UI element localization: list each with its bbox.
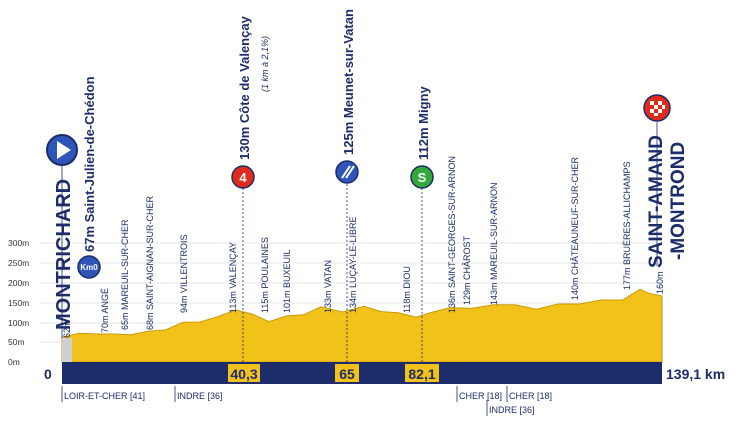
place-label: 129m CHÂROST	[462, 235, 472, 305]
km-start: 0	[44, 366, 52, 382]
start-altitude: 62m	[62, 320, 72, 338]
place-label: 143m MAREUIL-SUR-ARNON	[489, 182, 499, 305]
place-labels: 70m ANGÉ 65m MAREUIL-SUR-CHER 68m SAINT-…	[100, 156, 632, 333]
finish-name-line1: SAINT-AMAND	[646, 135, 667, 268]
place-label: 140m CHÂTEAUNEUF-SUR-CHER	[570, 156, 580, 300]
altitude-tick-250: 250m	[8, 258, 29, 268]
finish-marker: SAINT-AMAND -MONTROND 160m	[643, 94, 689, 294]
altitude-tick-100: 100m	[8, 318, 29, 328]
altitude-tick-200: 200m	[8, 278, 29, 288]
km0-marker: Km0 67m Saint-Julien-de-Chédon	[77, 76, 101, 279]
department-label: CHER [18]	[459, 391, 502, 401]
place-label: 101m BUXEUIL	[282, 249, 292, 313]
altitude-tick-150: 150m	[8, 298, 29, 308]
marker-lines	[242, 184, 423, 362]
altitude-tick-0: 0m	[8, 357, 20, 367]
altitude-tick-300: 300m	[8, 238, 29, 248]
sprint-s-name: 112m Migny	[416, 86, 431, 160]
km-finish: 139,1 km	[666, 366, 725, 382]
km-bar	[62, 362, 662, 384]
department-label: INDRE [36]	[177, 391, 223, 401]
sprint-cross-marker: 125m Meunet-sur-Vatan	[335, 9, 359, 184]
sprint-cross-name: 125m Meunet-sur-Vatan	[341, 9, 356, 155]
sprint-s-badge: S	[418, 170, 427, 185]
climb-marker: 4 130m Côte de Valençay (1 km à 2,1%)	[231, 15, 270, 189]
place-label: 113m VALENÇAY	[228, 242, 238, 313]
place-label: 133m VATAN	[323, 260, 333, 313]
place-label: 177m BRUÈRES-ALLICHAMPS	[622, 161, 632, 290]
place-label: 70m ANGÉ	[100, 288, 110, 333]
place-label: 65m MAREUIL-SUR-CHER	[120, 219, 130, 330]
finish-name-line2: -MONTROND	[668, 142, 689, 260]
place-label: 94m VILLENTROIS	[179, 234, 189, 313]
climb-name: 130m Côte de Valençay	[237, 15, 252, 160]
km0-label: 67m Saint-Julien-de-Chédon	[82, 76, 97, 252]
km-sprint-label: 82,1	[408, 366, 435, 382]
altitude-tick-50: 50m	[8, 337, 25, 347]
climb-badge: 4	[239, 170, 247, 185]
place-label: 136m SAINT-GEORGES-SUR-ARNON	[447, 156, 457, 313]
climb-detail: (1 km à 2,1%)	[260, 36, 270, 92]
climb-badge-icon	[231, 165, 255, 189]
km-climb-label: 40,3	[230, 366, 257, 382]
department-labels: LOIR-ET-CHER [41] INDRE [36] CHER [18] C…	[61, 386, 552, 416]
elevation-profile-area	[61, 288, 663, 363]
place-label: 118m DIOU	[402, 266, 412, 313]
km0-badge: Km0	[80, 263, 98, 272]
department-label: LOIR-ET-CHER [41]	[64, 391, 145, 401]
department-label: CHER [18]	[509, 391, 552, 401]
place-label: 115m POULAINES	[260, 237, 270, 313]
department-label: INDRE [36]	[489, 405, 535, 415]
sprint-s-icon	[410, 165, 434, 189]
start-marker: MONTRICHARD 62m	[46, 134, 78, 338]
sprint-s-marker: S 112m Migny	[410, 86, 434, 189]
km0-badge-icon	[77, 255, 101, 279]
start-name: MONTRICHARD	[53, 179, 75, 330]
altitude-axis: 300m 250m 200m 150m 100m 50m 0m	[8, 238, 29, 367]
place-label: 134m LUÇAY-LE-LIBRE	[348, 216, 358, 313]
km-sprint-cross-label: 65	[339, 366, 355, 382]
finish-altitude: 160m	[655, 271, 665, 294]
start-gray-block	[62, 338, 72, 362]
place-label: 68m SAINT-AIGNAN-SUR-CHER	[145, 195, 155, 330]
km-bar-labels: 40,3 65 82,1	[228, 364, 439, 382]
